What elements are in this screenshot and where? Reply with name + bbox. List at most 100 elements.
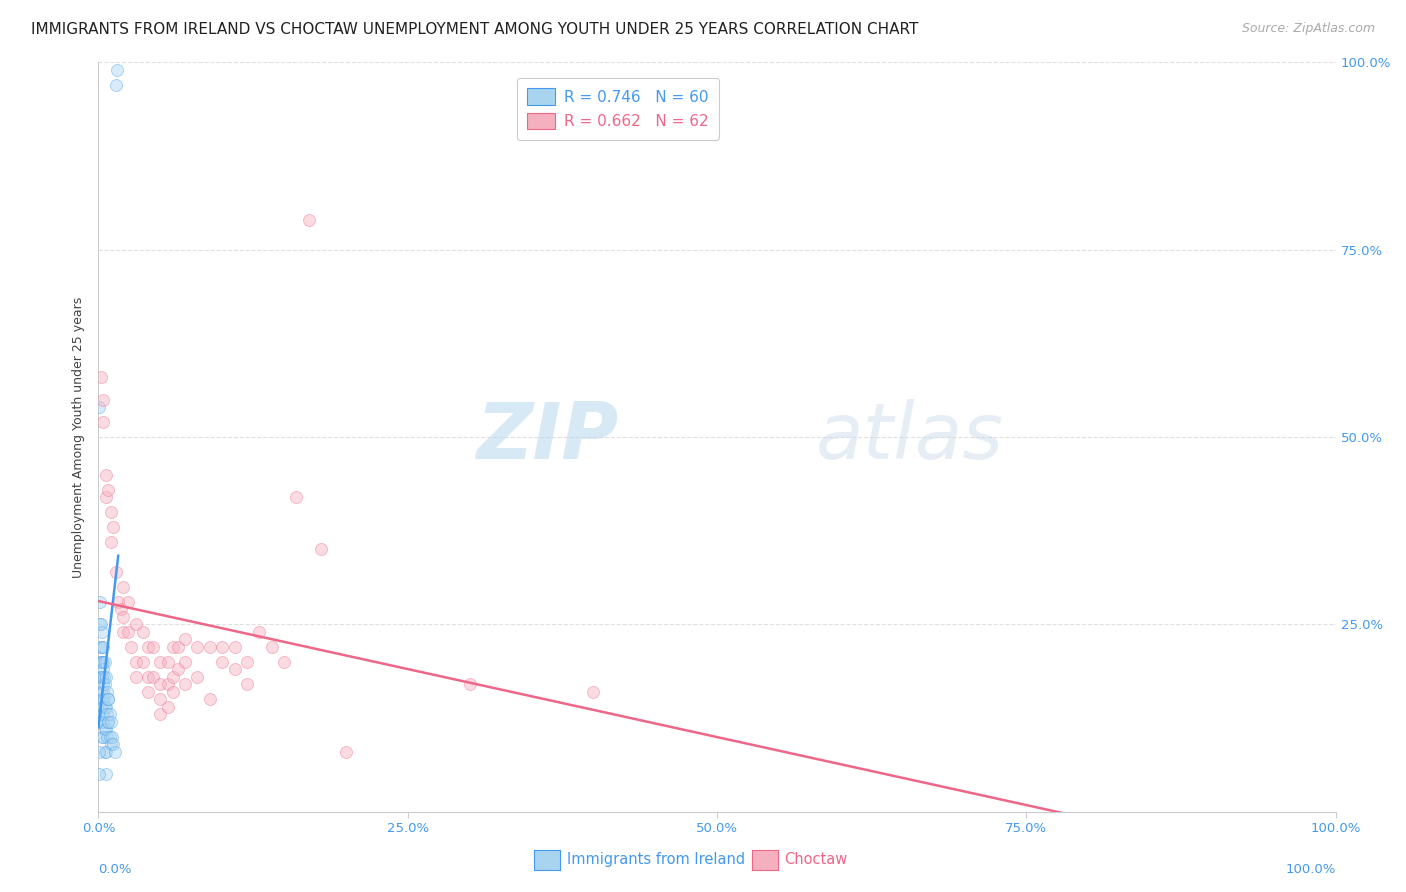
Point — [120, 640, 142, 654]
Point — [260, 640, 283, 654]
Point — [105, 78, 128, 92]
Point — [90, 670, 112, 684]
Point — [90, 685, 112, 699]
Point — [110, 602, 132, 616]
Point — [93, 685, 115, 699]
Point — [107, 595, 129, 609]
Point — [94, 467, 117, 482]
Point — [247, 624, 270, 639]
Point — [174, 632, 197, 647]
Legend: R = 0.746   N = 60, R = 0.662   N = 62: R = 0.746 N = 60, R = 0.662 N = 62 — [517, 78, 720, 140]
Point — [166, 640, 188, 654]
Point — [156, 677, 179, 691]
Point — [93, 730, 115, 744]
Text: ZIP: ZIP — [475, 399, 619, 475]
Point — [285, 490, 308, 504]
Point — [90, 699, 112, 714]
Point — [90, 707, 112, 722]
Point — [90, 617, 112, 632]
Text: Choctaw: Choctaw — [785, 853, 848, 867]
Point — [91, 670, 114, 684]
Point — [124, 670, 146, 684]
Point — [98, 707, 121, 722]
Point — [89, 670, 111, 684]
Point — [87, 745, 110, 759]
Point — [112, 610, 135, 624]
Point — [112, 624, 135, 639]
Text: 100.0%: 100.0% — [1285, 863, 1336, 876]
Point — [103, 737, 125, 751]
Point — [98, 730, 121, 744]
Point — [91, 730, 114, 744]
Point — [87, 400, 110, 414]
Point — [149, 655, 172, 669]
Point — [156, 655, 179, 669]
Point — [100, 535, 122, 549]
Point — [298, 212, 321, 227]
Point — [174, 677, 197, 691]
Point — [105, 62, 128, 77]
Point — [90, 670, 112, 684]
Point — [142, 640, 165, 654]
Point — [90, 370, 112, 384]
Point — [93, 640, 115, 654]
Point — [174, 655, 197, 669]
Point — [97, 692, 120, 706]
Point — [100, 737, 122, 751]
Point — [198, 692, 221, 706]
Point — [93, 677, 115, 691]
Point — [186, 640, 208, 654]
Point — [94, 723, 117, 737]
Point — [156, 699, 179, 714]
Point — [93, 699, 115, 714]
Point — [97, 692, 120, 706]
Point — [93, 723, 115, 737]
Point — [97, 714, 120, 729]
Point — [91, 624, 114, 639]
Point — [93, 707, 115, 722]
Point — [162, 670, 184, 684]
Point — [224, 640, 246, 654]
Point — [142, 670, 165, 684]
Point — [136, 670, 159, 684]
Point — [91, 714, 114, 729]
Point — [117, 595, 139, 609]
Point — [101, 730, 124, 744]
Point — [582, 685, 605, 699]
Point — [89, 617, 111, 632]
Point — [162, 685, 184, 699]
Point — [94, 699, 117, 714]
Point — [94, 745, 117, 759]
Text: atlas: atlas — [815, 399, 1004, 475]
Point — [309, 542, 332, 557]
Point — [90, 655, 112, 669]
Point — [91, 655, 114, 669]
Point — [149, 707, 172, 722]
Point — [94, 490, 117, 504]
Point — [198, 640, 221, 654]
Point — [90, 640, 112, 654]
Point — [93, 670, 115, 684]
Point — [186, 670, 208, 684]
Point — [91, 692, 114, 706]
Point — [93, 392, 115, 407]
Point — [103, 745, 125, 759]
Point — [132, 624, 155, 639]
Point — [89, 655, 111, 669]
Point — [166, 662, 188, 676]
Point — [96, 685, 118, 699]
Point — [335, 745, 357, 759]
Point — [91, 699, 114, 714]
Text: IMMIGRANTS FROM IRELAND VS CHOCTAW UNEMPLOYMENT AMONG YOUTH UNDER 25 YEARS CORRE: IMMIGRANTS FROM IRELAND VS CHOCTAW UNEMP… — [31, 22, 918, 37]
Point — [124, 655, 146, 669]
Point — [132, 655, 155, 669]
Point — [91, 655, 114, 669]
Point — [96, 730, 118, 744]
Text: Immigrants from Ireland: Immigrants from Ireland — [567, 853, 745, 867]
Point — [93, 745, 115, 759]
Point — [273, 655, 295, 669]
Point — [90, 692, 112, 706]
Point — [94, 670, 117, 684]
Point — [87, 767, 110, 781]
Point — [103, 520, 125, 534]
